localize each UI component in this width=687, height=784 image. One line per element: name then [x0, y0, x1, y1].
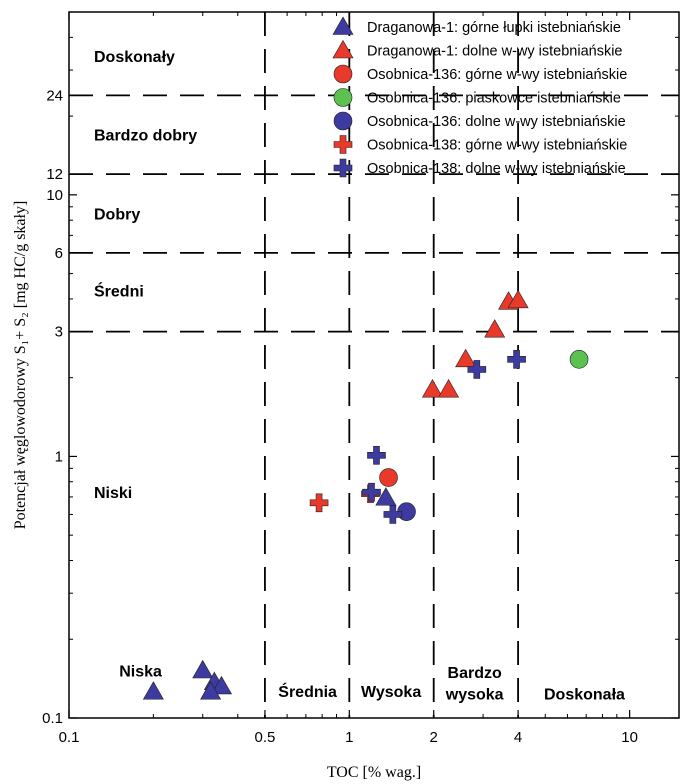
y-tick-label: 12	[46, 166, 63, 183]
zone-label: Niski	[94, 485, 132, 502]
y-tick-label: 3	[55, 324, 63, 341]
zone-labels-layer: Doskonały Bardzo dobry Dobry Średni Niski Nis…	[94, 49, 625, 704]
x-tick-label: 1	[345, 729, 353, 746]
zone-label: Niska	[119, 663, 162, 680]
legend-label: Osobnica-136: górne w-wy istebniańskie	[367, 67, 627, 83]
y-tick-label: 0.1	[42, 710, 63, 727]
zone-label: Dobry	[94, 206, 140, 223]
data-point	[383, 505, 403, 524]
legend-label: Osobnica-136: piaskowce istebniańskie	[367, 91, 621, 107]
zone-label: Wysoka	[361, 684, 421, 701]
y-tick-label: 1	[55, 448, 63, 465]
plot-frame	[68, 11, 680, 719]
legend-label: Draganowa-1: górne łupki istebniańskie	[367, 20, 621, 36]
legend-label: Osobnica-138: górne w-wy istebniańskie	[367, 138, 627, 154]
legend-marker	[333, 111, 353, 131]
legend-marker	[333, 135, 353, 154]
data-point	[192, 659, 214, 679]
data-point	[467, 360, 487, 379]
zone-label: Bardzo dobry	[94, 128, 197, 145]
y-tick-label: 10	[46, 187, 63, 204]
legend-label: Draganowa-1: dolne w-wy istebniańskie	[367, 44, 623, 60]
data-point	[569, 350, 589, 369]
x-tick-label: 10	[621, 729, 638, 746]
zone-label: Średnia	[278, 682, 337, 701]
x-tick-label: 4	[514, 729, 522, 746]
zone-label: Doskonały	[94, 49, 175, 66]
legend-marker	[332, 39, 354, 59]
zone-label: Bardzo	[448, 665, 502, 682]
legend-marker	[333, 88, 353, 107]
data-point	[367, 445, 386, 465]
y-axis-label: Potencjał węglowodorowy S₁+ S₂ [mg HC/g …	[12, 201, 29, 530]
data-point	[362, 482, 381, 502]
data-point	[455, 348, 477, 368]
data-point	[379, 468, 398, 487]
legend-label: Osobnica-136: dolne w-wy istebniańskie	[367, 114, 626, 130]
x-tick-label: 0.5	[255, 729, 276, 746]
data-point	[309, 493, 329, 513]
legend-marker	[333, 64, 353, 84]
legend: Draganowa-1: górne łupki istebniańskie Dr…	[332, 16, 627, 178]
legend-marker	[332, 16, 354, 35]
data-point	[210, 675, 233, 695]
x-axis-label: TOC [% wag.]	[327, 764, 421, 781]
x-tick-label: 2	[430, 729, 438, 746]
data-point	[142, 681, 164, 700]
zone-label: wysoka	[445, 687, 504, 704]
zone-label: Średni	[94, 282, 144, 301]
y-tick-label: 6	[55, 245, 63, 262]
data-point	[200, 681, 222, 700]
data-point	[507, 289, 529, 309]
data-point	[375, 487, 397, 506]
legend-marker	[333, 158, 353, 178]
data-point	[484, 319, 506, 338]
y-tick-label: 24	[46, 87, 63, 104]
data-point	[507, 350, 526, 369]
legend-label: Osobnica-138: dolne w-wy istebniańskie	[367, 161, 626, 177]
data-point	[438, 379, 460, 398]
x-tick-label: 0.1	[59, 729, 80, 746]
zone-label: Doskonała	[544, 687, 625, 704]
data-point	[421, 379, 443, 398]
data-points-layer	[142, 289, 589, 700]
